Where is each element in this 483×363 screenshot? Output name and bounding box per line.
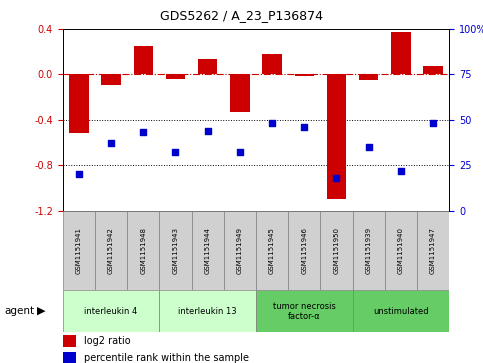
Text: GDS5262 / A_23_P136874: GDS5262 / A_23_P136874 [160,9,323,22]
Point [140,130,147,135]
Bar [288,211,320,290]
Bar [127,211,159,290]
Bar [295,74,314,76]
Bar [159,290,256,332]
Bar [353,290,449,332]
Point [300,124,308,130]
Point [397,168,405,174]
Bar [359,74,378,80]
Text: GSM1151939: GSM1151939 [366,227,372,274]
Point [107,140,115,146]
Bar [69,74,88,134]
Text: log2 ratio: log2 ratio [84,336,131,346]
Text: GSM1151941: GSM1151941 [76,227,82,274]
Bar [159,211,192,290]
Bar [101,74,121,85]
Text: interleukin 13: interleukin 13 [178,307,237,316]
Text: unstimulated: unstimulated [373,307,429,316]
Point [365,144,372,150]
Bar [224,211,256,290]
Point [333,175,341,181]
Text: GSM1151947: GSM1151947 [430,227,436,274]
Text: GSM1151949: GSM1151949 [237,227,243,274]
Text: GSM1151946: GSM1151946 [301,227,307,274]
Bar [391,32,411,74]
Bar [327,74,346,199]
Text: GSM1151942: GSM1151942 [108,227,114,274]
Text: GSM1151948: GSM1151948 [140,227,146,274]
Bar [192,211,224,290]
Bar [63,211,95,290]
Text: interleukin 4: interleukin 4 [85,307,138,316]
Text: percentile rank within the sample: percentile rank within the sample [84,352,249,363]
Bar [424,66,443,74]
Bar [134,46,153,74]
Point [236,150,244,155]
Point [204,128,212,134]
Bar [230,74,250,112]
Bar [63,352,76,363]
Text: ▶: ▶ [37,306,45,316]
Bar [256,211,288,290]
Text: agent: agent [5,306,35,316]
Bar [95,211,127,290]
Bar [385,211,417,290]
Bar [353,211,385,290]
Bar [262,54,282,74]
Bar [166,74,185,79]
Text: tumor necrosis
factor-α: tumor necrosis factor-α [273,302,336,321]
Point [75,171,83,177]
Text: GSM1151945: GSM1151945 [269,227,275,274]
Bar [256,290,353,332]
Point [429,121,437,126]
Bar [417,211,449,290]
Text: GSM1151943: GSM1151943 [172,227,179,274]
Point [268,121,276,126]
Bar [63,290,159,332]
Text: GSM1151950: GSM1151950 [333,227,340,274]
Text: GSM1151940: GSM1151940 [398,227,404,274]
Bar [63,335,76,347]
Point [171,150,179,155]
Bar [198,58,217,74]
Text: GSM1151944: GSM1151944 [205,227,211,274]
Bar [320,211,353,290]
